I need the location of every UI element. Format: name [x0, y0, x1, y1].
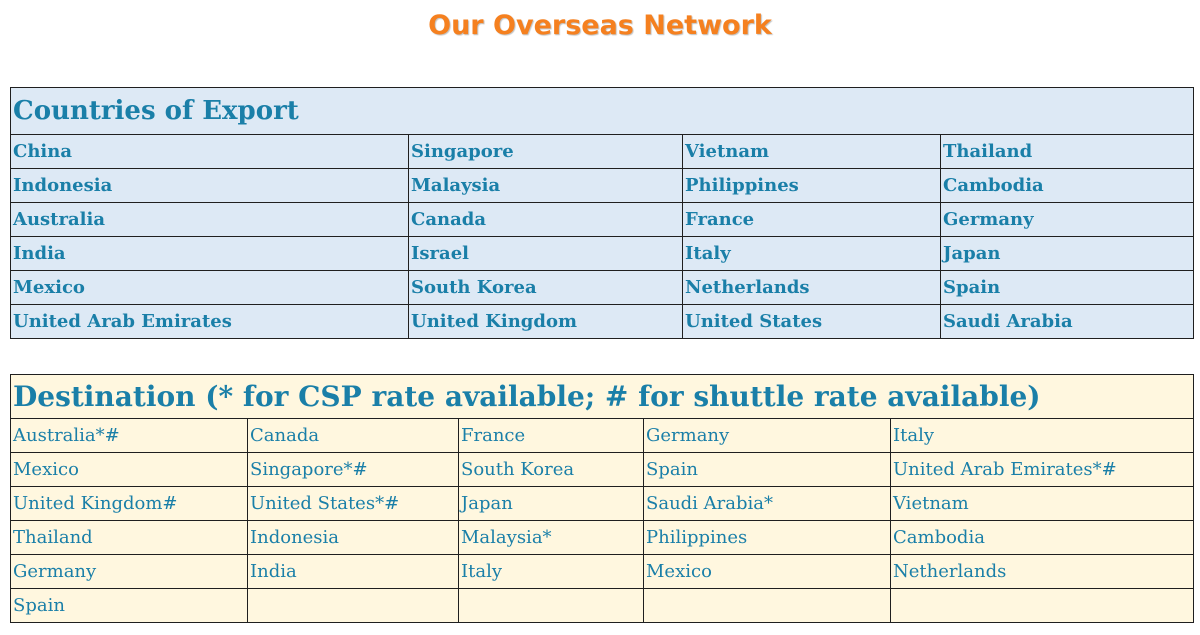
- country-cell: Italy: [458, 554, 644, 589]
- country-cell: India: [10, 236, 409, 271]
- country-cell: Vietnam: [889, 486, 1195, 521]
- country-cell: Mexico: [10, 270, 409, 305]
- country-cell: Indonesia: [10, 168, 409, 203]
- country-cell: Malaysia*: [458, 520, 644, 555]
- country-cell: Vietnam: [682, 134, 941, 169]
- country-cell: Saudi Arabia: [939, 304, 1195, 339]
- country-cell: [458, 588, 644, 623]
- country-cell: South Korea: [408, 270, 683, 305]
- country-cell: Canada: [247, 418, 459, 453]
- country-cell: France: [458, 418, 644, 453]
- country-cell: Australia: [10, 202, 409, 237]
- country-cell: United Arab Emirates*#: [889, 452, 1195, 487]
- country-cell: Mexico: [10, 452, 248, 487]
- destination-row: Thailand Indonesia Malaysia* Philippines Cam…: [10, 520, 1195, 555]
- country-cell: United Arab Emirates: [10, 304, 409, 339]
- destination-row: Germany India Italy Mexico Netherlands: [10, 554, 1195, 589]
- country-cell: Philippines: [682, 168, 941, 203]
- country-cell: Thailand: [10, 520, 248, 555]
- country-cell: Spain: [939, 270, 1195, 305]
- country-cell: Germany: [643, 418, 891, 453]
- country-cell: Spain: [643, 452, 891, 487]
- country-cell: United States*#: [247, 486, 459, 521]
- country-cell: China: [10, 134, 409, 169]
- country-cell: Cambodia: [889, 520, 1195, 555]
- country-cell: Germany: [939, 202, 1195, 237]
- export-heading-row: Countries of Export: [9, 87, 1195, 135]
- country-cell: Germany: [10, 554, 248, 589]
- country-cell: Philippines: [643, 520, 891, 555]
- destination-table-body: Australia*# Canada France Germany Italy Mexic…: [10, 418, 1195, 623]
- country-cell: Italy: [889, 418, 1195, 453]
- country-cell: France: [682, 202, 941, 237]
- country-cell: Singapore*#: [247, 452, 459, 487]
- country-cell: Singapore: [408, 134, 683, 169]
- country-cell: Indonesia: [247, 520, 459, 555]
- country-cell: Thailand: [939, 134, 1195, 169]
- destination-row: Spain: [10, 588, 1195, 623]
- country-cell: [889, 588, 1195, 623]
- destination-row: Australia*# Canada France Germany Italy: [10, 418, 1195, 453]
- export-countries-table: Countries of Export China Singapore Vietna…: [9, 87, 1195, 339]
- export-table-body: China Singapore Vietnam Thailand Indonesia Ma…: [10, 134, 1195, 339]
- country-cell: Spain: [10, 588, 248, 623]
- export-heading: Countries of Export: [9, 87, 1195, 135]
- country-cell: Malaysia: [408, 168, 683, 203]
- export-row: Mexico South Korea Netherlands Spain: [10, 270, 1195, 305]
- country-cell: Cambodia: [939, 168, 1195, 203]
- country-cell: Canada: [408, 202, 683, 237]
- country-cell: Japan: [458, 486, 644, 521]
- export-row: United Arab Emirates United Kingdom United…: [10, 304, 1195, 339]
- country-cell: United Kingdom: [408, 304, 683, 339]
- page-title: Our Overseas Network: [428, 10, 772, 41]
- country-cell: Australia*#: [10, 418, 248, 453]
- destination-row: United Kingdom# United States*# Japan Saudi…: [10, 486, 1195, 521]
- export-row: China Singapore Vietnam Thailand: [10, 134, 1195, 169]
- destination-heading-row: Destination (* for CSP rate available; #…: [9, 374, 1195, 419]
- country-cell: Italy: [682, 236, 941, 271]
- country-cell: India: [247, 554, 459, 589]
- export-row: Indonesia Malaysia Philippines Cambodia: [10, 168, 1195, 203]
- country-cell: South Korea: [458, 452, 644, 487]
- country-cell: Japan: [939, 236, 1195, 271]
- country-cell: United States: [682, 304, 941, 339]
- country-cell: Netherlands: [889, 554, 1195, 589]
- country-cell: Saudi Arabia*: [643, 486, 891, 521]
- country-cell: Netherlands: [682, 270, 941, 305]
- country-cell: [247, 588, 459, 623]
- export-row: India Israel Italy Japan: [10, 236, 1195, 271]
- export-row: Australia Canada France Germany: [10, 202, 1195, 237]
- country-cell: [643, 588, 891, 623]
- country-cell: Israel: [408, 236, 683, 271]
- country-cell: Mexico: [643, 554, 891, 589]
- destination-table: Destination (* for CSP rate available; #…: [9, 374, 1195, 623]
- country-cell: United Kingdom#: [10, 486, 248, 521]
- destination-heading: Destination (* for CSP rate available; #…: [9, 374, 1195, 419]
- destination-row: Mexico Singapore*# South Korea Spain United …: [10, 452, 1195, 487]
